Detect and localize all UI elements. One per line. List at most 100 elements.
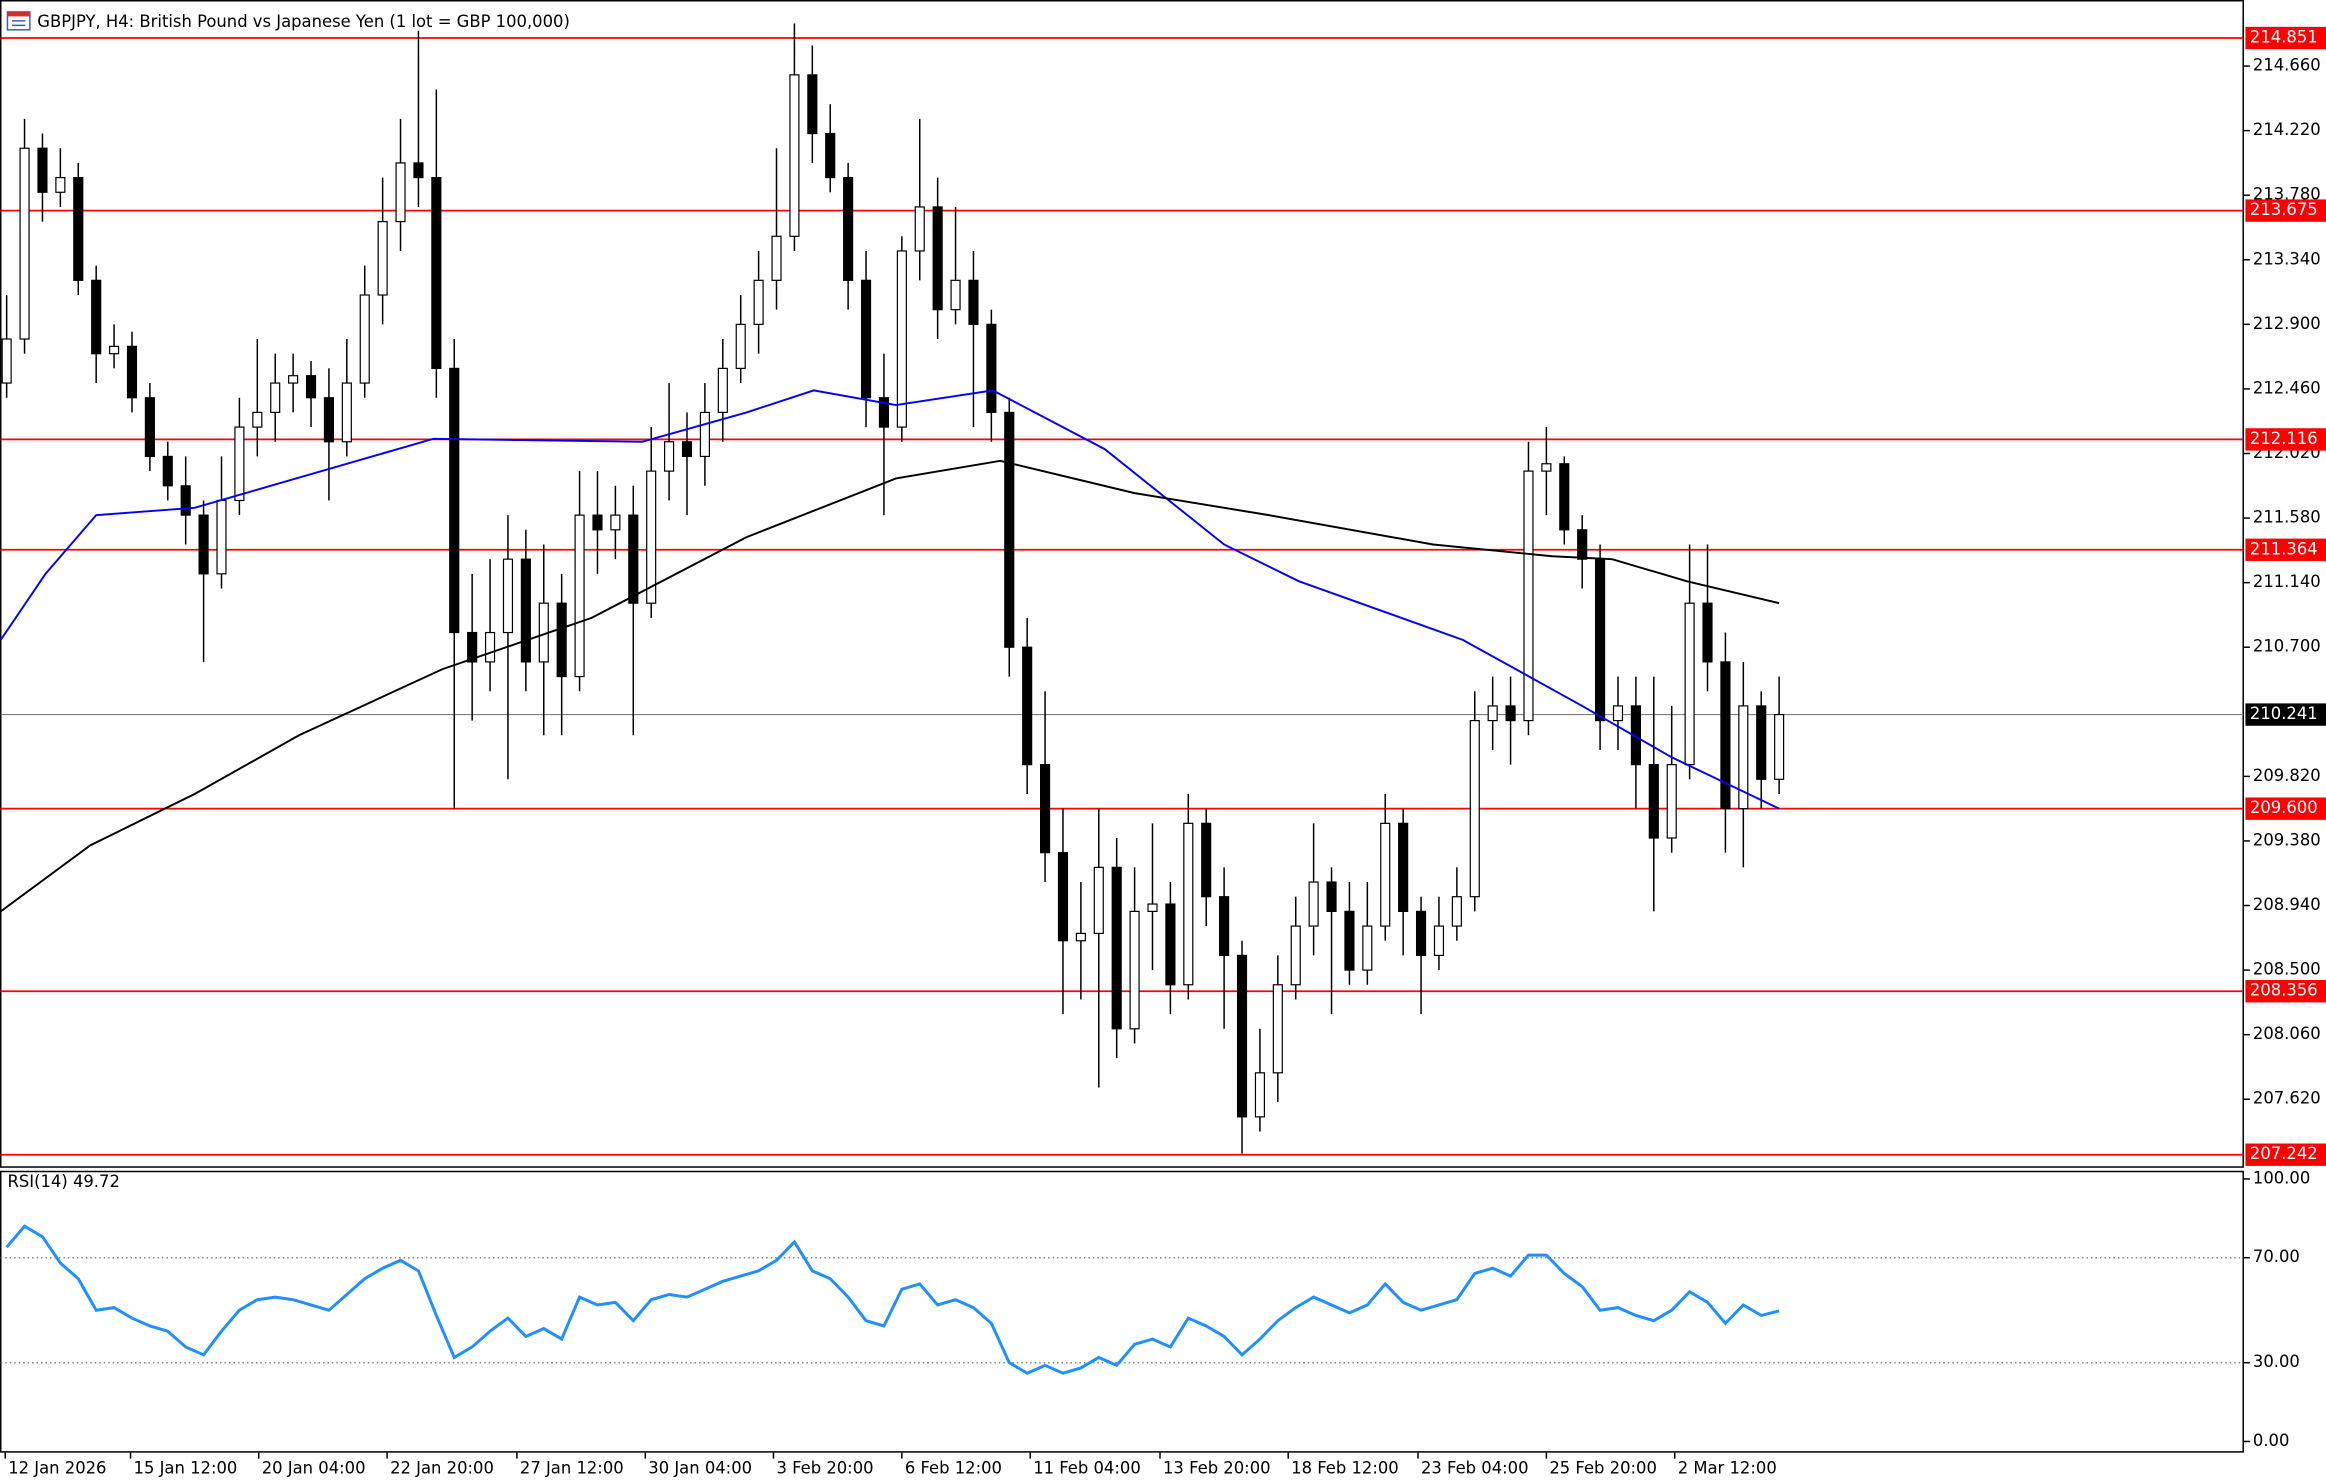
level-label: 213.675: [2250, 200, 2318, 219]
x-tick-label: 27 Jan 12:00: [520, 1459, 624, 1478]
y-tick-label: 210.700: [2253, 637, 2321, 656]
candle-body: [162, 455, 173, 487]
candle-body: [1702, 602, 1713, 663]
candle-body: [1612, 705, 1624, 722]
y-tick-label: 212.900: [2253, 314, 2321, 333]
y-tick-label: 100.00: [2253, 1168, 2310, 1187]
candle-body: [1326, 881, 1337, 912]
candle-body: [234, 426, 245, 502]
candle-body: [323, 397, 334, 443]
candle-body: [843, 176, 854, 281]
level-label-box: [2245, 428, 2326, 451]
x-tick-label: 15 Jan 12:00: [134, 1459, 238, 1478]
level-label-box: [2245, 797, 2326, 820]
candle-body: [1398, 822, 1409, 912]
candle-body: [1380, 822, 1391, 927]
candle-body: [484, 631, 496, 663]
candle-body: [1684, 602, 1695, 766]
level-label-box: [2245, 538, 2326, 561]
x-tick-label: 25 Feb 20:00: [1549, 1459, 1657, 1478]
candle-body: [610, 514, 621, 531]
y-tick-label: 30.00: [2253, 1352, 2300, 1371]
candle-body: [1093, 866, 1104, 934]
candle-body: [216, 499, 227, 575]
candle-body: [341, 382, 352, 443]
candle-body: [520, 558, 531, 663]
candle-body: [664, 441, 675, 472]
candle-body: [1666, 764, 1677, 839]
candle-body: [717, 367, 728, 414]
candle-body: [574, 514, 585, 678]
candle-body: [914, 206, 925, 252]
candle-body: [1433, 925, 1445, 957]
candle-body: [395, 162, 406, 223]
candle-body: [1254, 1072, 1265, 1118]
y-tick-label: 213.340: [2253, 249, 2321, 268]
x-tick-label: 12 Jan 2026: [8, 1459, 106, 1478]
level-label: 209.600: [2250, 798, 2318, 817]
candle-body: [681, 441, 693, 458]
candle-body: [1201, 822, 1212, 898]
candle-body: [1147, 903, 1158, 912]
candle-body: [449, 367, 460, 634]
candle-body: [377, 221, 388, 296]
candle-body: [1004, 411, 1015, 648]
candle-body: [932, 206, 943, 311]
candle-body: [807, 74, 818, 135]
y-tick-label: 214.660: [2253, 56, 2321, 75]
level-label: 211.364: [2250, 539, 2318, 558]
candle-body: [896, 250, 907, 428]
candle-body: [1165, 903, 1176, 986]
candle-body: [73, 176, 84, 281]
candle-body: [735, 323, 746, 369]
y-tick-label: 211.580: [2253, 508, 2321, 527]
level-label-box: [2245, 199, 2326, 222]
x-tick-label: 3 Feb 20:00: [776, 1459, 873, 1478]
rsi-panel: [0, 1170, 2244, 1453]
candle-body: [413, 162, 424, 179]
candle-body: [699, 411, 710, 458]
candle-body: [1290, 925, 1301, 986]
candle-body: [1756, 705, 1767, 780]
candle-body: [1415, 910, 1427, 957]
level-label-box: [2245, 980, 2326, 1003]
y-tick-label: 214.220: [2253, 120, 2321, 139]
candle-body: [126, 345, 138, 399]
candle-body: [431, 176, 442, 369]
rsi-line: [5, 1224, 1780, 1375]
candle-body: [646, 470, 657, 604]
candle-body: [1022, 646, 1033, 766]
level-label: 207.242: [2250, 1144, 2318, 1163]
x-tick-label: 20 Jan 04:00: [262, 1459, 366, 1478]
x-tick-label: 11 Feb 04:00: [1033, 1459, 1141, 1478]
candle-body: [950, 279, 961, 311]
level-label: 214.851: [2250, 28, 2318, 47]
price-label-box: [2245, 703, 2326, 726]
candle-body: [771, 235, 782, 281]
x-tick-label: 30 Jan 04:00: [648, 1459, 752, 1478]
candle-body: [1541, 463, 1552, 472]
candle-body: [55, 176, 66, 193]
x-tick-label: 22 Jan 20:00: [390, 1459, 494, 1478]
candle-body: [556, 602, 567, 678]
candle-body: [252, 411, 263, 428]
candle-body: [144, 397, 155, 458]
y-tick-label: 209.380: [2253, 830, 2321, 849]
candle-body: [1057, 852, 1069, 942]
main-panel: [0, 0, 2244, 1168]
candle-body: [1075, 932, 1086, 942]
candle-body: [1451, 896, 1462, 927]
candle-body: [305, 375, 317, 399]
symbol-icon: [6, 11, 31, 31]
y-tick-label: 0.00: [2253, 1431, 2290, 1450]
candle-body: [1738, 705, 1749, 810]
candle-body: [1523, 470, 1534, 722]
y-tick-label: 212.460: [2253, 378, 2321, 397]
candle-body: [37, 147, 48, 193]
candle-body: [825, 132, 836, 179]
candle-body: [1487, 705, 1498, 722]
candle-body: [109, 345, 120, 355]
candle-body: [628, 514, 639, 604]
candle-body: [592, 514, 603, 531]
